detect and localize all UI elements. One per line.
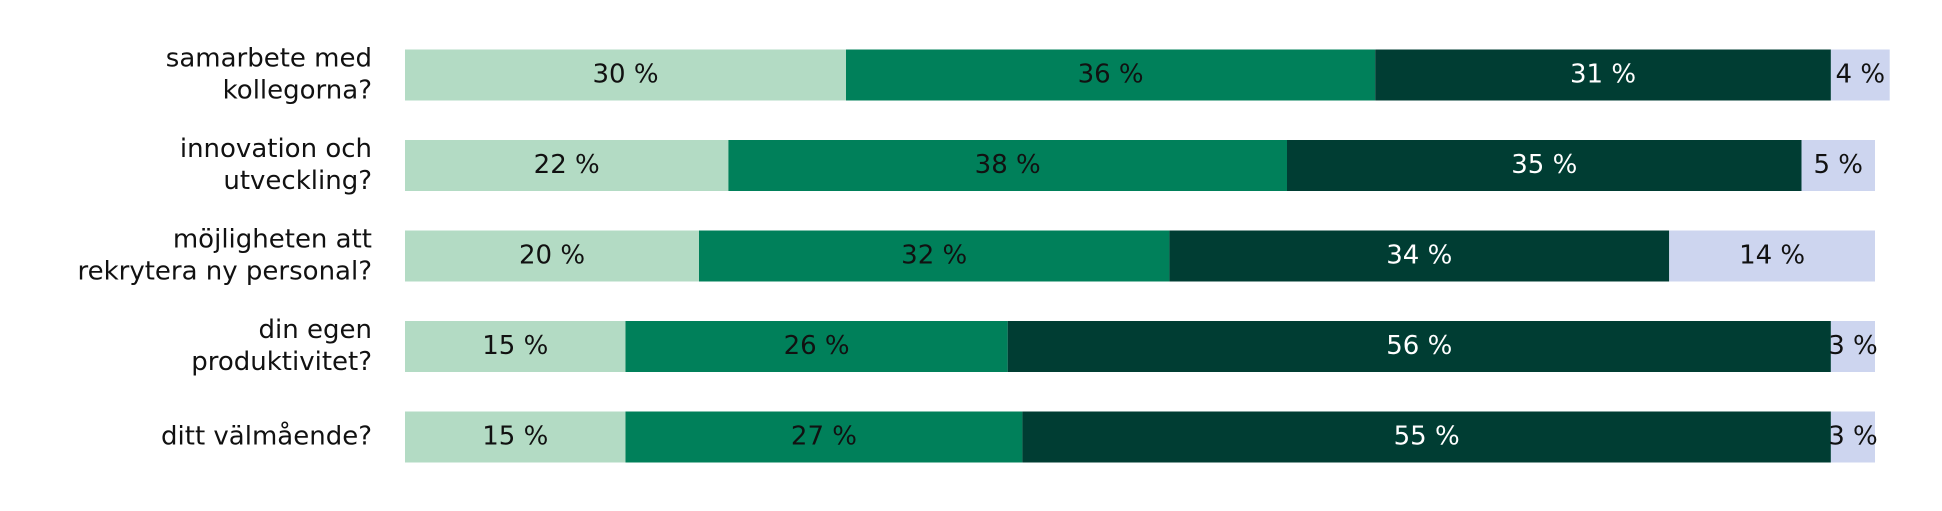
bar-segment [1169,230,1670,282]
value-label: 34 % [1386,241,1452,271]
bar-segment [405,49,846,101]
category-label: rekrytera ny personal? [77,257,372,287]
bar-segment [405,321,626,372]
value-label: 4 % [1836,60,1886,90]
category-label: innovation och [180,134,372,164]
bar-segment [405,140,729,191]
bar-segment [405,411,626,463]
value-label: 32 % [901,241,967,271]
value-label: 14 % [1739,241,1805,271]
bar-segment [1669,230,1875,282]
value-label: 31 % [1570,60,1636,90]
category-label: utveckling? [223,166,372,196]
category-label: din egen [259,315,372,345]
value-label: 3 % [1828,422,1878,452]
value-label: 20 % [519,241,585,271]
value-label: 55 % [1394,422,1460,452]
bar-segment [699,230,1170,282]
value-label: 22 % [534,150,600,180]
bar-segment [1830,321,1875,372]
value-label: 35 % [1511,150,1577,180]
bar-segment [625,321,1008,372]
category-label: samarbete med [166,44,372,74]
bar-segment [1007,321,1831,372]
bar-segment [1022,411,1831,463]
bar-segment [1287,140,1802,191]
value-label: 27 % [791,422,857,452]
value-label: 5 % [1813,150,1863,180]
bar-segment [1830,411,1875,463]
category-label: kollegorna? [223,76,372,106]
value-label: 3 % [1828,331,1878,361]
value-label: 56 % [1386,331,1452,361]
bar-segment [1830,49,1890,101]
value-label: 38 % [975,150,1041,180]
value-label: 26 % [784,331,850,361]
bar-segment [846,49,1376,101]
bar-segment [625,411,1023,463]
bar-segment [1801,140,1875,191]
category-label: produktivitet? [191,347,372,377]
value-label: 15 % [482,331,548,361]
bar-segment [405,230,699,282]
category-label: ditt välmående? [161,421,372,452]
category-label: möjligheten att [173,225,372,255]
value-label: 30 % [592,60,658,90]
value-label: 36 % [1078,60,1144,90]
bar-segment [728,140,1287,191]
bar-segment [1375,49,1831,101]
value-label: 15 % [482,422,548,452]
